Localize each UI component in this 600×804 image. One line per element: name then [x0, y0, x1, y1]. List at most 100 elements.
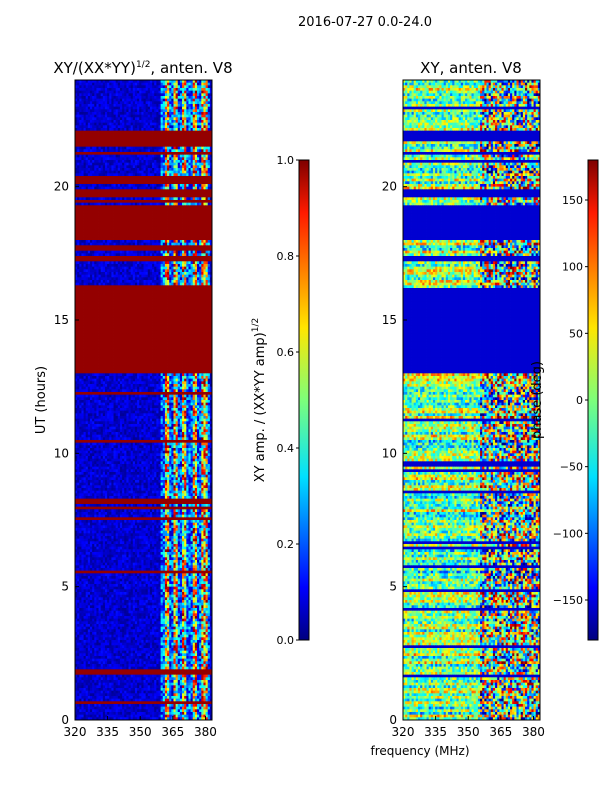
- heatmap-cell: [100, 146, 104, 150]
- heatmap-cell: [160, 152, 164, 156]
- heatmap-cell: [194, 178, 198, 182]
- heatmap-cell: [126, 141, 129, 145]
- heatmap-cell: [98, 157, 102, 161]
- heatmap-cell: [192, 82, 196, 86]
- heatmap-cell: [139, 178, 142, 182]
- heatmap-cell: [167, 96, 170, 100]
- heatmap-cell: [162, 176, 166, 180]
- heatmap-cell: [89, 141, 93, 145]
- heatmap-cell: [115, 154, 119, 158]
- heatmap-cell: [152, 133, 155, 137]
- heatmap-cell: [126, 96, 129, 100]
- heatmap-cell: [126, 170, 129, 174]
- heatmap-cell: [113, 114, 117, 118]
- heatmap-cell: [124, 82, 127, 86]
- heatmap-cell: [179, 82, 183, 86]
- heatmap-cell: [107, 133, 110, 137]
- heatmap-cell: [130, 149, 134, 153]
- heatmap-cell: [190, 178, 194, 182]
- heatmap-cell: [184, 141, 187, 145]
- heatmap-cell: [197, 125, 200, 129]
- heatmap-cell: [197, 128, 200, 132]
- heatmap-cell: [207, 130, 211, 134]
- heatmap-cell: [79, 178, 82, 182]
- heatmap-cell: [203, 170, 206, 174]
- heatmap-cell: [190, 152, 194, 156]
- heatmap-cell: [100, 125, 104, 129]
- heatmap-cell: [203, 114, 206, 118]
- heatmap-cell: [152, 93, 155, 97]
- heatmap-cell: [154, 133, 157, 137]
- heatmap-cell: [182, 157, 185, 161]
- heatmap-cell: [87, 146, 91, 150]
- heatmap-cell: [119, 122, 123, 126]
- heatmap-cell: [177, 104, 181, 108]
- heatmap-cell: [184, 130, 187, 134]
- heatmap-cell: [145, 106, 149, 110]
- heatmap-cell: [158, 90, 162, 94]
- heatmap-cell: [207, 85, 211, 89]
- heatmap-cell: [92, 178, 95, 182]
- heatmap-cell: [201, 170, 204, 174]
- heatmap-cell: [209, 90, 212, 94]
- heatmap-cell: [184, 80, 187, 84]
- heatmap-cell: [128, 146, 132, 150]
- heatmap-cell: [111, 173, 114, 177]
- heatmap-cell: [186, 88, 189, 92]
- heatmap-cell: [186, 152, 189, 156]
- heatmap-cell: [132, 93, 136, 97]
- heatmap-cell: [94, 157, 97, 161]
- heatmap-cell: [201, 160, 204, 164]
- heatmap-cell: [171, 160, 174, 164]
- heatmap-cell: [92, 106, 95, 110]
- heatmap-cell: [156, 138, 159, 142]
- heatmap-cell: [111, 106, 114, 110]
- heatmap-cell: [201, 117, 204, 121]
- heatmap-cell: [199, 136, 202, 140]
- heatmap-cell: [207, 114, 211, 118]
- heatmap-cell: [79, 112, 82, 116]
- heatmap-cell: [119, 157, 123, 161]
- heatmap-cell: [169, 176, 172, 180]
- heatmap-cell: [83, 128, 87, 132]
- heatmap-cell: [171, 176, 174, 180]
- heatmap-cell: [100, 149, 104, 153]
- heatmap-cell: [98, 88, 102, 92]
- heatmap-cell: [209, 96, 212, 100]
- heatmap-cell: [177, 90, 181, 94]
- heatmap-cell: [147, 136, 151, 140]
- heatmap-cell: [113, 186, 117, 190]
- heatmap-cell: [132, 101, 136, 105]
- heatmap-cell: [177, 96, 181, 100]
- heatmap-cell: [115, 136, 119, 140]
- heatmap-cell: [132, 125, 136, 129]
- heatmap-cell: [203, 128, 206, 132]
- heatmap-cell: [197, 170, 200, 174]
- heatmap-cell: [188, 178, 191, 182]
- heatmap-cell: [137, 181, 140, 185]
- heatmap-cell: [126, 184, 129, 188]
- heatmap-cell: [149, 117, 153, 121]
- heatmap-cell: [109, 170, 112, 174]
- heatmap-cell: [139, 154, 142, 158]
- heatmap-cell: [92, 120, 95, 124]
- heatmap-cell: [164, 136, 168, 140]
- heatmap-cell: [141, 146, 144, 150]
- heatmap-cell: [158, 186, 162, 190]
- heatmap-cell: [194, 162, 198, 166]
- heatmap-cell: [143, 130, 147, 134]
- heatmap-cell: [85, 133, 89, 137]
- heatmap-cell: [152, 152, 155, 156]
- heatmap-cell: [77, 173, 80, 177]
- heatmap-cell: [85, 109, 89, 113]
- heatmap-cell: [126, 130, 129, 134]
- heatmap-cell: [111, 141, 114, 145]
- heatmap-cell: [203, 80, 206, 84]
- heatmap-cell: [89, 136, 93, 140]
- heatmap-cell: [162, 184, 166, 188]
- heatmap-cell: [122, 122, 125, 126]
- heatmap-cell: [186, 85, 189, 89]
- heatmap-cell: [209, 146, 212, 150]
- heatmap-cell: [139, 181, 142, 185]
- heatmap-cell: [111, 109, 114, 113]
